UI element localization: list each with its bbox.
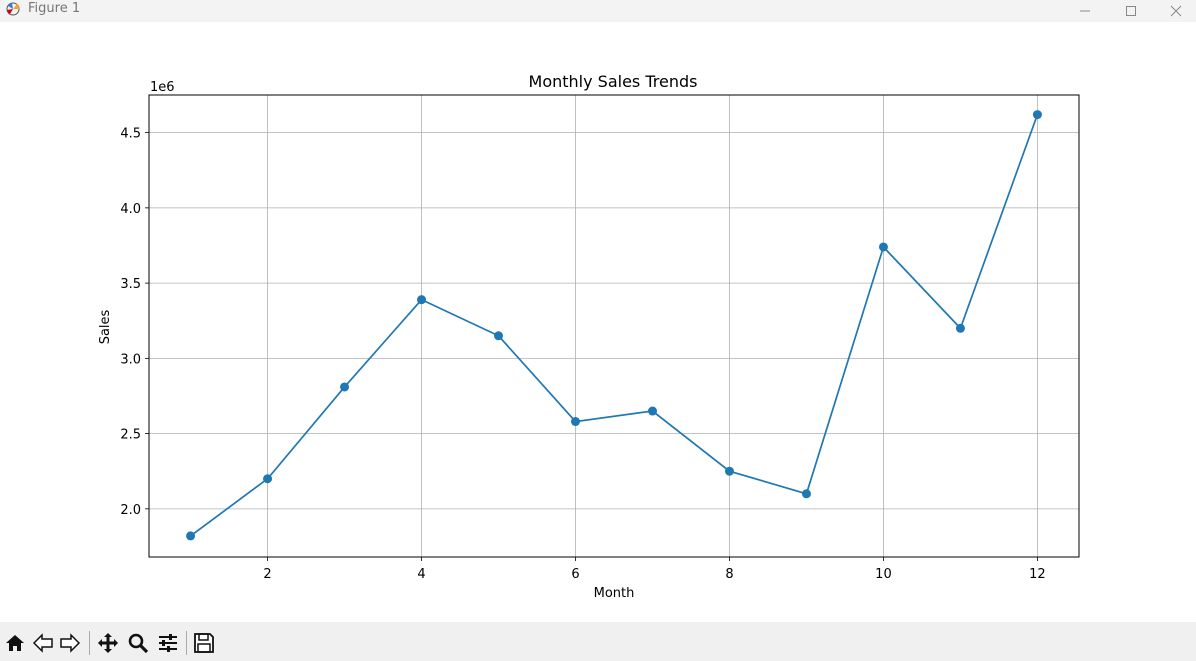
save-button[interactable] xyxy=(191,630,217,656)
window-title: Figure 1 xyxy=(28,1,81,16)
data-point xyxy=(186,531,196,541)
minimize-icon xyxy=(1080,10,1090,12)
data-point xyxy=(494,331,504,341)
axis-ticks: 2 4 6 8 10 12 2.0 2.5 3.0 3.5 4.0 4.5 xyxy=(120,127,1045,582)
window-titlebar: Figure 1 xyxy=(0,0,1196,22)
y-tick-label: 2.5 xyxy=(120,428,141,443)
y-axis-label: Sales xyxy=(98,309,113,344)
y-tick-label: 3.5 xyxy=(120,277,141,292)
y-tick-label: 2.0 xyxy=(120,503,141,518)
back-arrow-icon xyxy=(32,633,53,653)
x-axis-label: Month xyxy=(594,586,635,601)
data-point xyxy=(571,417,581,427)
x-tick-label: 2 xyxy=(263,567,271,582)
data-point xyxy=(878,242,888,252)
save-icon xyxy=(194,633,214,653)
data-series xyxy=(186,110,1042,541)
figure-canvas[interactable]: 2 4 6 8 10 12 2.0 2.5 3.0 3.5 4.0 4.5 Monthly Sales… xyxy=(0,22,1196,622)
y-tick-label: 3.0 xyxy=(120,352,141,367)
x-tick-label: 8 xyxy=(725,567,733,582)
close-button[interactable] xyxy=(1153,0,1196,22)
data-point xyxy=(340,382,350,392)
back-button[interactable] xyxy=(30,630,56,656)
data-point xyxy=(647,406,657,416)
home-icon xyxy=(6,635,24,651)
data-point xyxy=(1032,110,1042,120)
pan-icon xyxy=(98,633,118,653)
pan-button[interactable] xyxy=(95,630,121,656)
line-chart: 2 4 6 8 10 12 2.0 2.5 3.0 3.5 4.0 4.5 Monthly Sales… xyxy=(98,72,1080,601)
zoom-icon xyxy=(128,633,149,654)
series-line xyxy=(190,114,1039,537)
zoom-button[interactable] xyxy=(125,630,151,656)
matplotlib-logo-icon xyxy=(6,2,20,16)
axes-frame xyxy=(148,94,1080,558)
toolbar-separator xyxy=(186,631,187,655)
close-icon xyxy=(1170,5,1182,17)
configure-subplots-icon xyxy=(159,634,177,652)
data-point xyxy=(724,466,734,476)
x-tick-label: 12 xyxy=(1029,567,1046,582)
maximize-button[interactable] xyxy=(1108,0,1154,22)
data-point xyxy=(263,474,273,484)
chart-title: Monthly Sales Trends xyxy=(529,72,698,91)
configure-subplots-button[interactable] xyxy=(155,630,181,656)
forward-arrow-icon xyxy=(60,633,81,653)
x-tick-label: 6 xyxy=(571,567,579,582)
home-button[interactable] xyxy=(2,630,28,656)
grid-lines xyxy=(149,95,1079,557)
x-tick-label: 10 xyxy=(875,567,892,582)
y-tick-label: 4.0 xyxy=(120,202,141,217)
toolbar-separator xyxy=(89,631,90,655)
y-tick-label: 4.5 xyxy=(120,127,141,142)
minimize-button[interactable] xyxy=(1062,0,1108,22)
data-point xyxy=(955,323,965,333)
data-point xyxy=(801,489,811,499)
maximize-icon xyxy=(1126,6,1136,16)
y-axis-offset-text: 1e6 xyxy=(150,80,175,95)
data-point xyxy=(417,295,427,305)
navigation-toolbar xyxy=(0,622,1196,661)
forward-button[interactable] xyxy=(57,630,83,656)
x-tick-label: 4 xyxy=(417,567,425,582)
